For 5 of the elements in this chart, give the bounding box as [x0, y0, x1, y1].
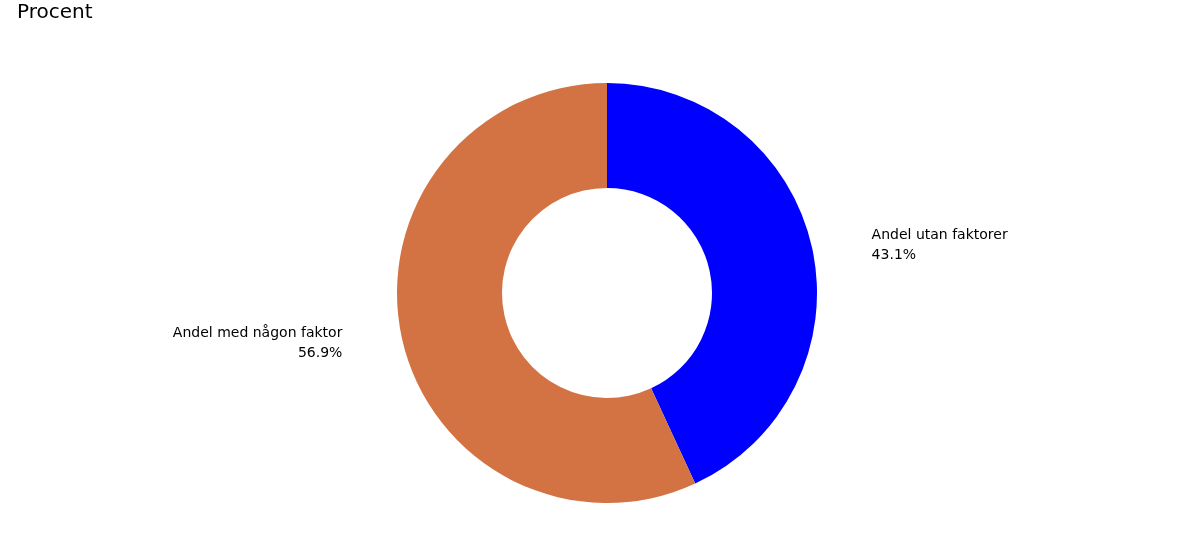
slice-label: Andel utan faktorer	[871, 225, 1008, 242]
slice-label: Andel med någon faktor	[172, 324, 343, 341]
chart-subtitle: Procent	[17, 0, 93, 23]
data-label: 43.1%	[871, 245, 917, 262]
data-label: 56.9%	[297, 344, 343, 361]
